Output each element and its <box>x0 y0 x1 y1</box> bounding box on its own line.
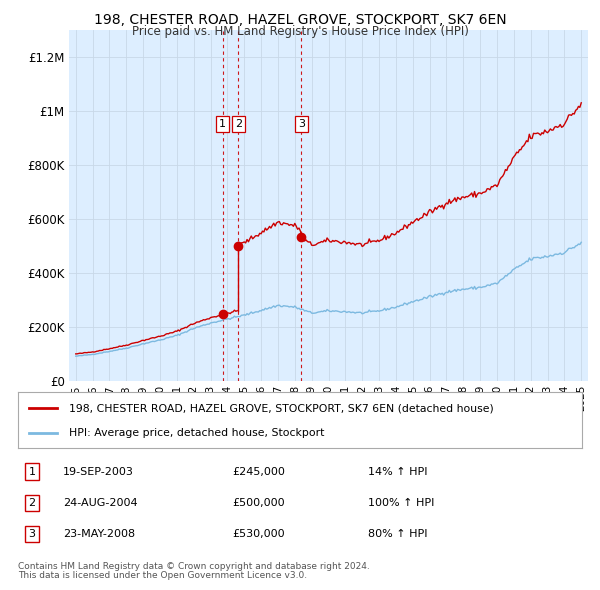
Text: 2: 2 <box>235 119 242 129</box>
Text: 3: 3 <box>298 119 305 129</box>
Text: £500,000: £500,000 <box>232 498 285 508</box>
Text: 198, CHESTER ROAD, HAZEL GROVE, STOCKPORT, SK7 6EN: 198, CHESTER ROAD, HAZEL GROVE, STOCKPOR… <box>94 13 506 27</box>
Text: 1: 1 <box>29 467 35 477</box>
Text: 3: 3 <box>29 529 35 539</box>
Text: £530,000: £530,000 <box>232 529 285 539</box>
Text: 2: 2 <box>29 498 35 508</box>
Text: 14% ↑ HPI: 14% ↑ HPI <box>368 467 427 477</box>
Text: 24-AUG-2004: 24-AUG-2004 <box>63 498 138 508</box>
Text: HPI: Average price, detached house, Stockport: HPI: Average price, detached house, Stoc… <box>69 428 324 438</box>
Text: £245,000: £245,000 <box>232 467 285 477</box>
Text: Contains HM Land Registry data © Crown copyright and database right 2024.: Contains HM Land Registry data © Crown c… <box>18 562 370 571</box>
Text: 19-SEP-2003: 19-SEP-2003 <box>63 467 134 477</box>
Text: 198, CHESTER ROAD, HAZEL GROVE, STOCKPORT, SK7 6EN (detached house): 198, CHESTER ROAD, HAZEL GROVE, STOCKPOR… <box>69 403 494 413</box>
Text: 23-MAY-2008: 23-MAY-2008 <box>63 529 135 539</box>
Text: 1: 1 <box>219 119 226 129</box>
Text: 80% ↑ HPI: 80% ↑ HPI <box>368 529 427 539</box>
Text: Price paid vs. HM Land Registry's House Price Index (HPI): Price paid vs. HM Land Registry's House … <box>131 25 469 38</box>
Text: 100% ↑ HPI: 100% ↑ HPI <box>368 498 434 508</box>
Text: This data is licensed under the Open Government Licence v3.0.: This data is licensed under the Open Gov… <box>18 571 307 580</box>
